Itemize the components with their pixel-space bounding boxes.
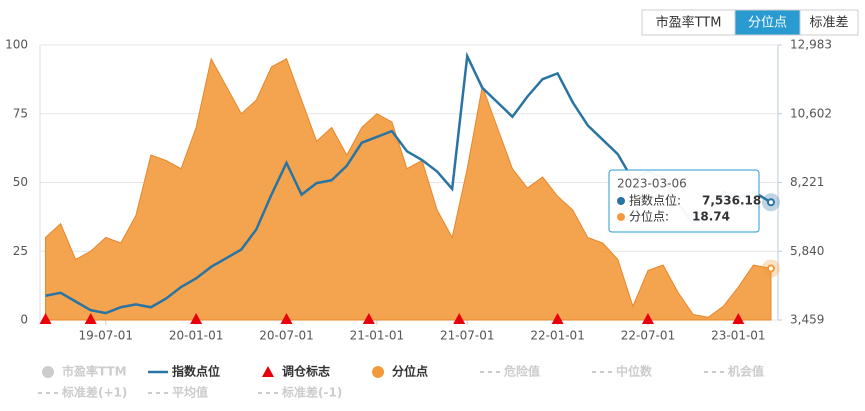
tooltip-value: 7,536.18: [702, 194, 761, 208]
rebalance-marker: [641, 313, 654, 324]
y-tick-label: 100: [5, 38, 28, 52]
x-tick-label: 23-01-01: [711, 329, 765, 343]
x-tick-label: 22-07-01: [621, 329, 675, 343]
legend-label[interactable]: 市盈率TTM: [62, 364, 127, 379]
x-tick-label: 21-01-01: [350, 329, 404, 343]
y2-tick-label: 10,602: [790, 106, 832, 120]
legend-label[interactable]: 指数点位: [172, 364, 220, 379]
tab-label[interactable]: 分位点: [748, 16, 787, 31]
legend-label[interactable]: 标准差(+1): [61, 385, 127, 400]
rebalance-marker: [39, 313, 52, 324]
highlight-point: [766, 264, 775, 273]
rebalance-marker: [453, 313, 466, 324]
tooltip-dot: [617, 213, 625, 221]
x-tick-label: 20-01-01: [169, 329, 223, 343]
tooltip-date: 2023-03-06: [617, 177, 687, 191]
legend-label[interactable]: 调仓标志: [282, 364, 330, 379]
x-tick-label: 21-07-01: [440, 329, 494, 343]
tab-button[interactable]: [641, 9, 736, 36]
y-tick-label: 25: [13, 244, 28, 258]
rebalance-marker: [732, 313, 745, 324]
tooltip-name: 分位点:: [629, 209, 669, 224]
legend-label[interactable]: 机会值: [728, 364, 764, 379]
rebalance-marker: [551, 313, 564, 324]
tooltip-dot: [617, 197, 625, 205]
y-tick-label: 75: [13, 106, 28, 120]
legend-label[interactable]: 分位点: [392, 364, 428, 379]
y2-tick-label: 3,459: [790, 313, 824, 327]
tooltip-box: [608, 169, 760, 233]
highlight-point: [766, 198, 775, 207]
legend-label[interactable]: 危险值: [503, 364, 540, 379]
legend-symbol: [42, 366, 54, 378]
rebalance-marker: [190, 313, 203, 324]
legend-label[interactable]: 中位数: [616, 364, 653, 379]
y2-tick-label: 5,840: [790, 244, 824, 258]
y-tick-label: 0: [20, 313, 28, 327]
tab-button[interactable]: [734, 9, 801, 36]
rebalance-marker: [84, 313, 97, 324]
x-tick-label: 20-07-01: [259, 329, 313, 343]
tooltip-name: 指数点位:: [629, 193, 681, 208]
area: [45, 57, 772, 321]
tab-label[interactable]: 市盈率TTM: [656, 15, 722, 31]
y2-tick-label: 8,221: [790, 175, 824, 189]
legend-symbol: [262, 366, 274, 377]
tooltip-value: 18.74: [692, 210, 730, 224]
x-tick-label: 19-07-01: [79, 329, 133, 343]
legend-label[interactable]: 平均值: [172, 385, 208, 400]
x-tick-label: 22-01-01: [530, 329, 584, 343]
legend-symbol: [372, 366, 384, 378]
rebalance-marker: [362, 313, 375, 324]
rebalance-marker: [280, 313, 293, 324]
y2-tick-label: 12,983: [790, 38, 832, 52]
tab-button[interactable]: [799, 9, 859, 36]
legend-label[interactable]: 标准差(-1): [281, 385, 342, 400]
tab-label[interactable]: 标准差: [809, 16, 848, 31]
y-tick-label: 50: [13, 175, 28, 189]
